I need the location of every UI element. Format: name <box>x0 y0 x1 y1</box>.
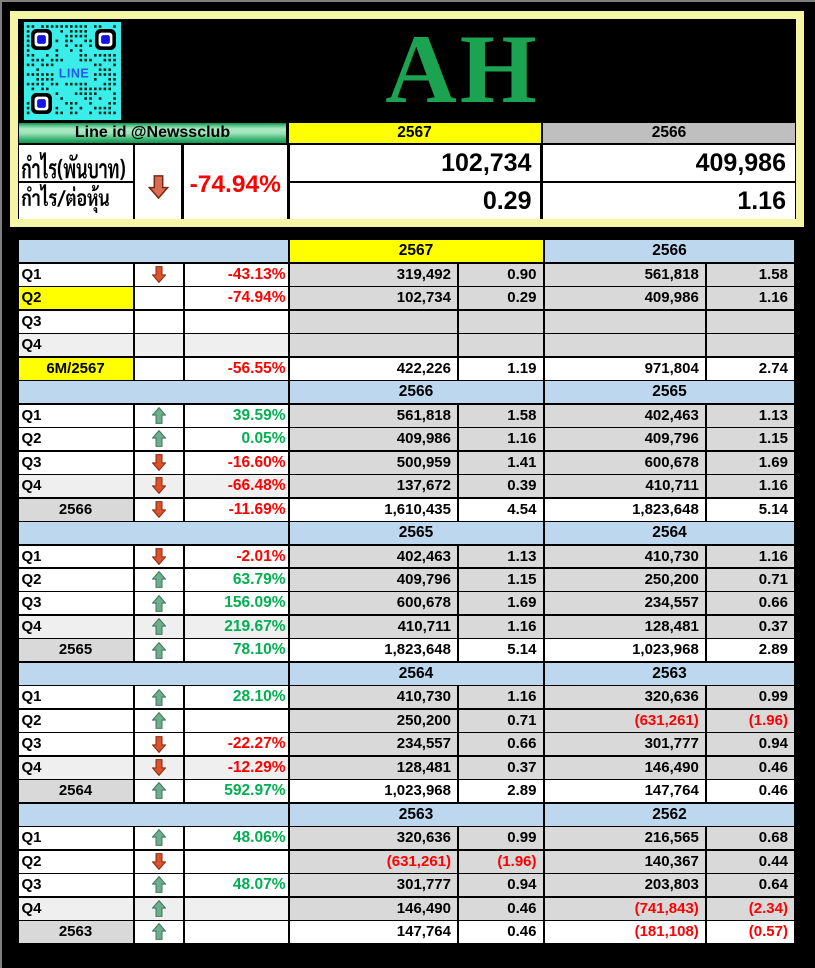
svg-text:LINE: LINE <box>59 67 89 81</box>
